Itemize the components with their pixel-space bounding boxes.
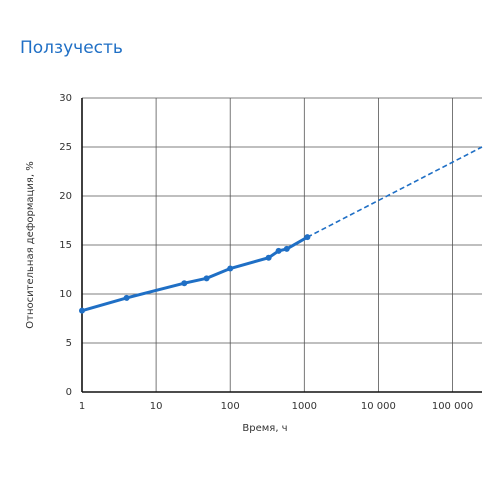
data-point (265, 254, 272, 261)
series-line (81, 235, 309, 313)
data-point (79, 307, 85, 314)
y-tick-label: 20 (59, 191, 72, 202)
x-tick-label: 1 (79, 401, 85, 412)
x-tick-label: 1000 (292, 401, 317, 412)
x-tick-label: 100 (221, 401, 240, 412)
y-tick-label: 10 (59, 289, 72, 300)
data-point (203, 275, 210, 282)
series-line (307, 146, 483, 238)
data-point (227, 265, 234, 272)
y-tick-label: 30 (59, 93, 72, 104)
data-point (283, 245, 290, 252)
chart-title: Ползучесть (20, 38, 123, 58)
x-tick-label: 10 000 (361, 401, 396, 412)
y-tick-label: 15 (59, 240, 72, 251)
x-tick-label: 100 000 (432, 401, 473, 412)
data-point (181, 280, 188, 287)
y-axis-label: Относительная деформация, % (25, 161, 36, 328)
x-tick-label: 10 (150, 401, 163, 412)
y-tick-label: 25 (59, 142, 72, 153)
data-point (275, 247, 282, 254)
data-point (123, 294, 130, 301)
x-axis-label: Время, ч (242, 423, 287, 434)
y-tick-label: 0 (66, 387, 72, 398)
y-tick-label: 5 (66, 338, 72, 349)
